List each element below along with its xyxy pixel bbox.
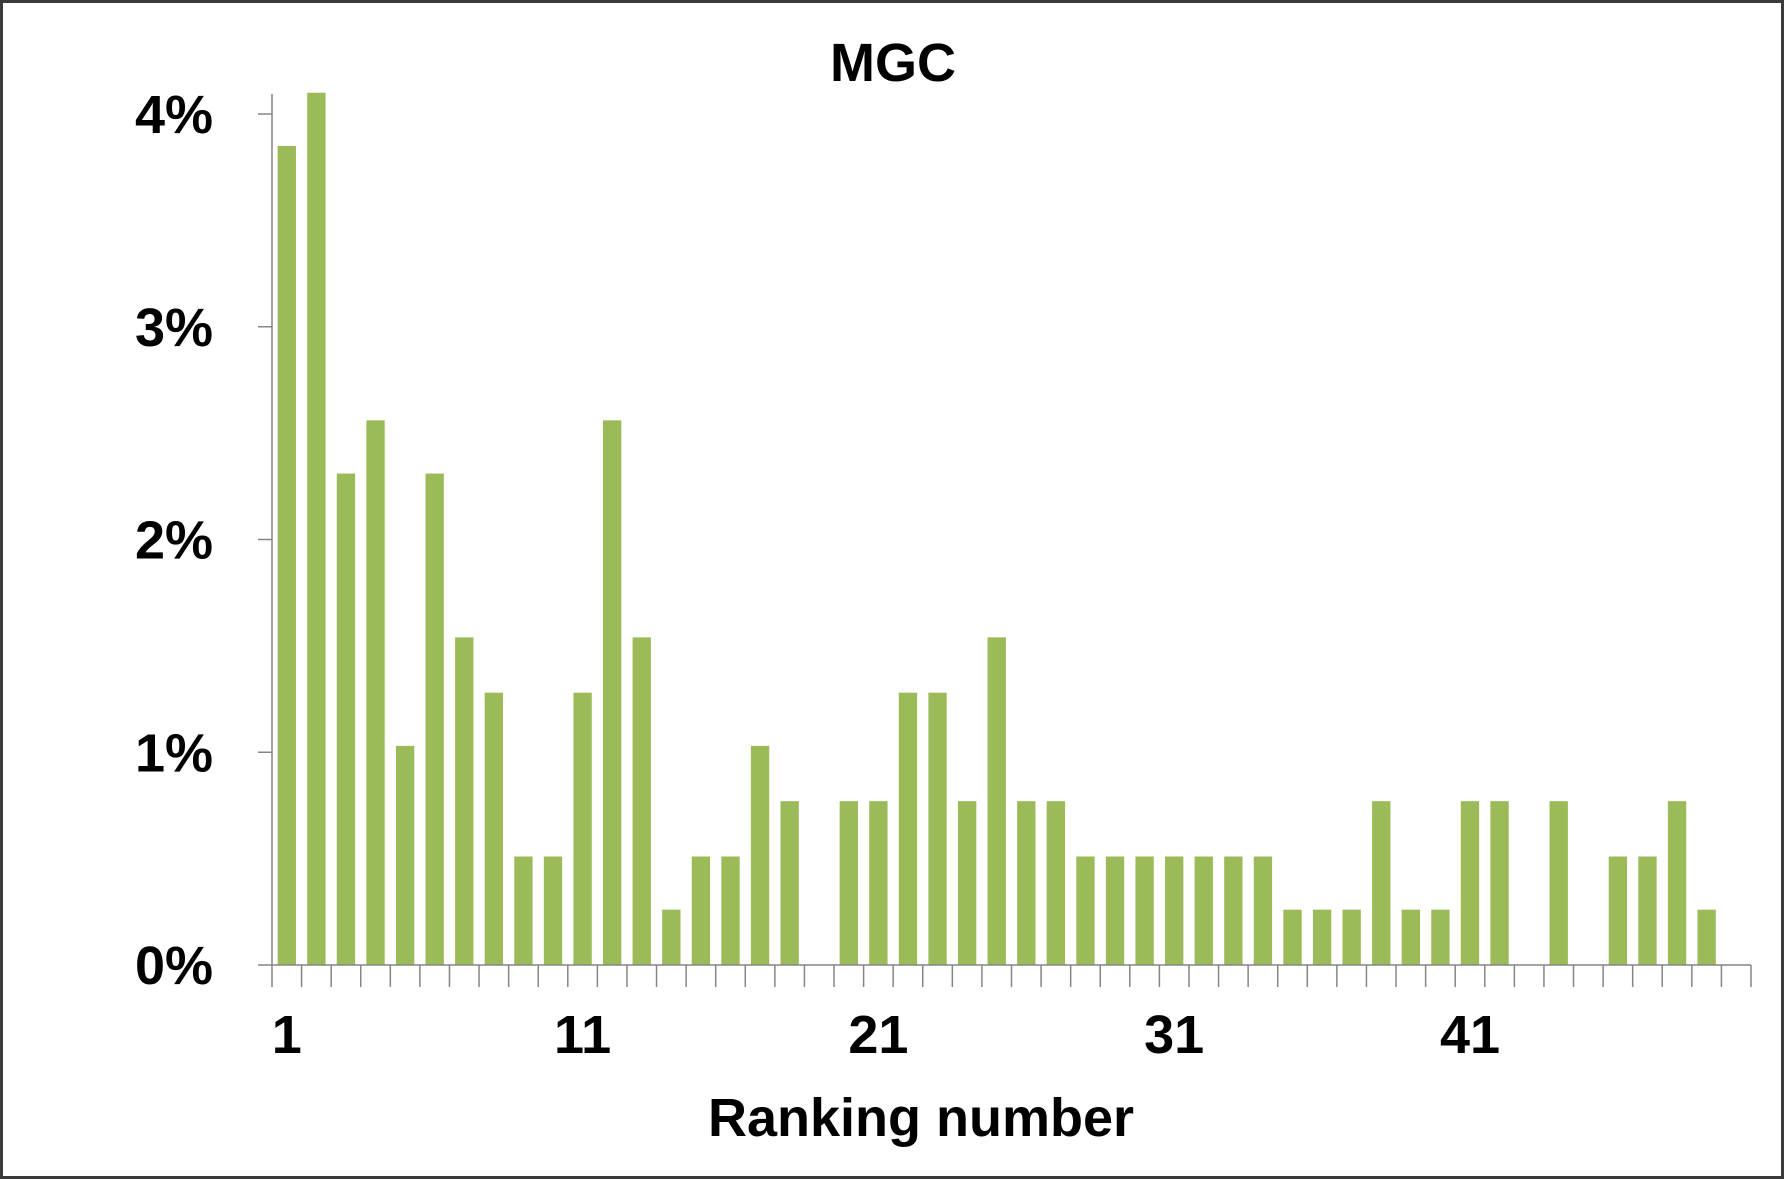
bar-49 [1697, 909, 1716, 965]
bar-32 [1194, 856, 1213, 965]
bar-44 [1549, 801, 1568, 965]
bar-29 [1105, 856, 1125, 965]
bar-36 [1312, 909, 1332, 965]
bar-4 [366, 420, 385, 965]
x-axis-label: Ranking number [708, 1088, 1134, 1148]
bar-20 [839, 801, 858, 965]
bar-13 [632, 637, 651, 965]
bar-47 [1638, 856, 1657, 965]
bar-6 [425, 473, 444, 965]
bar-5 [395, 745, 415, 965]
bar-17 [750, 745, 770, 965]
bar-chart: MGC 0%1%2%3%4% 1 11 21 31 41 Ranking number [135, 33, 1752, 1148]
x-tick-label: 21 [848, 1005, 908, 1065]
bar-39 [1401, 909, 1420, 965]
bar-34 [1253, 856, 1273, 965]
y-tick-label: 3% [135, 298, 213, 358]
bar-22 [898, 692, 918, 965]
x-axis-ticks: 1 11 21 31 41 [272, 1005, 1500, 1065]
bar-28 [1076, 856, 1095, 965]
bar-3 [336, 473, 356, 965]
x-tick-label: 11 [554, 1005, 611, 1065]
y-axis-ticks: 0% 1% 2% 3% 4% [135, 85, 272, 996]
bar-31 [1165, 856, 1184, 965]
bars [277, 92, 1716, 966]
bar-38 [1372, 801, 1391, 965]
bar-42 [1490, 801, 1509, 965]
bar-41 [1460, 801, 1480, 965]
bar-9 [514, 856, 533, 965]
bar-23 [928, 692, 947, 965]
bar-37 [1342, 909, 1361, 965]
bar-26 [1017, 801, 1036, 965]
bar-46 [1608, 856, 1628, 965]
bar-30 [1135, 856, 1154, 965]
bar-27 [1046, 801, 1066, 965]
bar-1 [277, 145, 296, 965]
y-tick-label: 0% [135, 936, 213, 996]
bar-7 [455, 637, 474, 965]
bar-18 [780, 801, 799, 965]
y-tick-label: 4% [135, 85, 213, 145]
bar-2 [307, 92, 326, 966]
x-tick-label: 41 [1440, 1005, 1500, 1065]
y-tick-label: 2% [135, 511, 213, 571]
bar-25 [987, 637, 1006, 965]
bar-8 [484, 692, 504, 965]
bar-10 [543, 856, 563, 965]
x-tick-label: 1 [272, 1005, 302, 1065]
bar-12 [603, 420, 622, 965]
bar-16 [721, 856, 740, 965]
bar-35 [1283, 909, 1302, 965]
bar-48 [1667, 801, 1687, 965]
bar-14 [662, 909, 681, 965]
bar-15 [691, 856, 711, 965]
bar-40 [1431, 909, 1450, 965]
axes [271, 94, 1752, 987]
bar-21 [869, 801, 888, 965]
chart-title: MGC [830, 33, 956, 93]
bar-33 [1224, 856, 1243, 965]
bar-24 [957, 801, 977, 965]
x-tick-label: 31 [1144, 1005, 1204, 1065]
bar-11 [573, 692, 592, 965]
y-tick-label: 1% [135, 723, 213, 783]
